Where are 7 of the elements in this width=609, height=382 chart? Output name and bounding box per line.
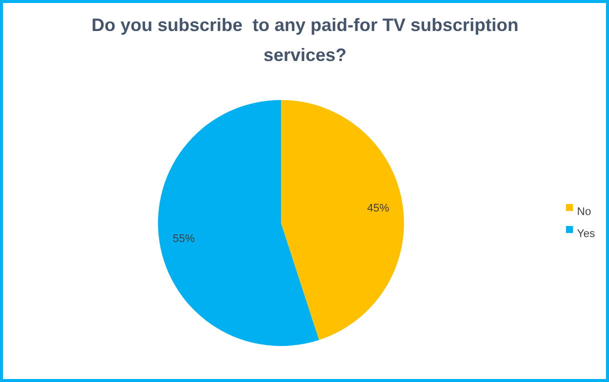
legend-label: Yes [577,228,596,240]
pie-slice [281,100,404,340]
pie-slice [158,100,320,346]
data-label: 55% [172,233,196,246]
chart-title: Do you subscribe to any paid-for TV subscription services? [91,15,519,65]
legend-label: No [577,206,592,218]
data-label: 45% [367,202,390,214]
